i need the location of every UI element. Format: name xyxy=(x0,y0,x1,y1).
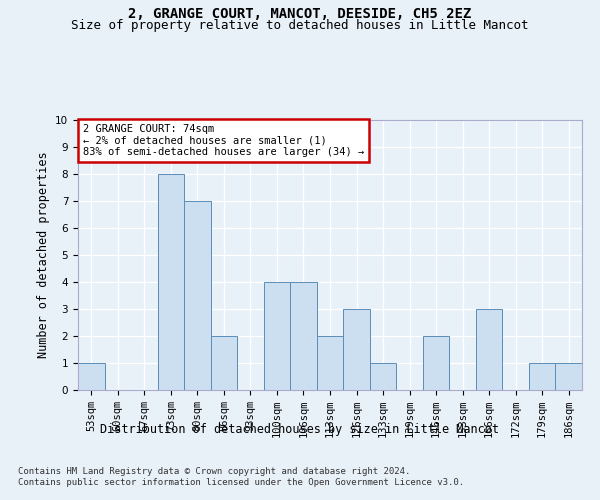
Bar xyxy=(263,282,290,390)
Bar xyxy=(290,282,317,390)
Bar xyxy=(211,336,237,390)
Bar xyxy=(556,363,582,390)
Text: Contains HM Land Registry data © Crown copyright and database right 2024.
Contai: Contains HM Land Registry data © Crown c… xyxy=(18,468,464,487)
Bar xyxy=(343,309,370,390)
Bar xyxy=(158,174,184,390)
Bar xyxy=(529,363,556,390)
Text: 2, GRANGE COURT, MANCOT, DEESIDE, CH5 2EZ: 2, GRANGE COURT, MANCOT, DEESIDE, CH5 2E… xyxy=(128,8,472,22)
Bar xyxy=(476,309,502,390)
Bar xyxy=(370,363,397,390)
Y-axis label: Number of detached properties: Number of detached properties xyxy=(37,152,50,358)
Bar xyxy=(78,363,104,390)
Text: 2 GRANGE COURT: 74sqm
← 2% of detached houses are smaller (1)
83% of semi-detach: 2 GRANGE COURT: 74sqm ← 2% of detached h… xyxy=(83,124,364,157)
Text: Size of property relative to detached houses in Little Mancot: Size of property relative to detached ho… xyxy=(71,19,529,32)
Bar xyxy=(184,201,211,390)
Bar xyxy=(423,336,449,390)
Text: Distribution of detached houses by size in Little Mancot: Distribution of detached houses by size … xyxy=(101,422,499,436)
Bar xyxy=(317,336,343,390)
